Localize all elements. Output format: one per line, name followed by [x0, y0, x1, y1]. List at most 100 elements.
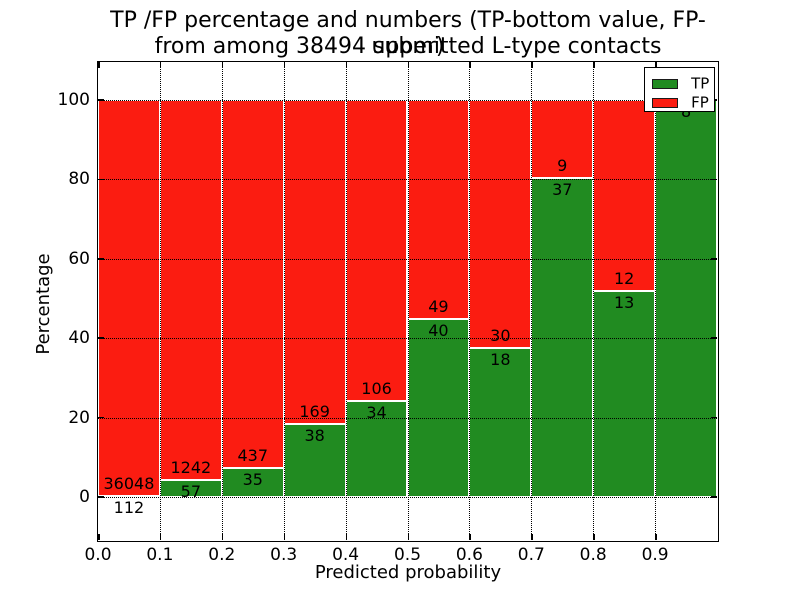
x-gridline-0.1 [159, 62, 161, 540]
x-tick-top-6 [469, 62, 471, 68]
bar-segment-fp-0.7 [531, 100, 594, 178]
tp-count-label-1: 57 [180, 481, 202, 501]
x-tick-label-0.6: 0.6 [455, 545, 483, 565]
x-tick-label-0.7: 0.7 [517, 545, 545, 565]
fp-count-label-3: 169 [299, 402, 330, 422]
y-tick-left-1 [98, 416, 104, 419]
y-tick-left-2 [98, 337, 104, 339]
y-tick-label-80: 80 [68, 169, 90, 190]
fp-count-label-8: 12 [613, 268, 635, 288]
x-gridline-0.6 [469, 62, 471, 540]
x-tick-label-0.1: 0.1 [146, 545, 174, 565]
y-tick-left-0 [98, 496, 104, 498]
y-tick-right-2 [711, 337, 717, 339]
x-tick-label-0.8: 0.8 [579, 545, 607, 565]
legend-label-fp: FP [691, 93, 709, 112]
x-gridline-0.4 [345, 62, 347, 540]
x-gridline-0.7 [531, 62, 533, 540]
y-tick-label-100: 100 [57, 90, 90, 110]
x-tick-bottom-8 [593, 534, 595, 540]
bar-segment-fp-0.0 [98, 100, 160, 496]
y-tick-label-40: 40 [68, 328, 90, 349]
legend: TP FP [644, 67, 715, 112]
legend-entry-fp: FP [652, 92, 714, 112]
x-tick-top-0 [98, 62, 100, 68]
y-gridline-0 [98, 497, 717, 498]
x-gridline-0.9 [655, 62, 657, 540]
x-tick-bottom-9 [655, 534, 657, 540]
x-tick-top-8 [593, 62, 595, 68]
fp-count-label-0: 36048 [103, 473, 155, 493]
x-tick-bottom-7 [531, 534, 533, 540]
y-tick-right-3 [711, 258, 717, 260]
y-tick-right-1 [711, 416, 717, 419]
bar-segment-fp-0.6 [469, 100, 532, 349]
x-tick-top-2 [221, 62, 224, 68]
x-tick-top-9 [655, 62, 657, 68]
tp-count-label-7: 37 [552, 179, 573, 199]
tp-count-label-2: 35 [242, 469, 263, 489]
fp-count-label-1: 1242 [170, 457, 212, 477]
chart-title-line1: TP /FP percentage and numbers (TP-bottom… [110, 8, 706, 59]
x-tick-top-5 [407, 62, 409, 68]
x-tick-bottom-2 [221, 534, 224, 540]
bar-segment-tp-0.9 [655, 100, 717, 497]
x-tick-top-4 [345, 62, 348, 68]
x-tick-bottom-1 [159, 534, 162, 540]
y-tick-right-0 [711, 496, 717, 498]
x-gridline-0.8 [593, 62, 595, 540]
fp-swatch-icon [652, 97, 678, 108]
tp-count-label-6: 18 [490, 350, 511, 370]
legend-entry-tp: TP [652, 73, 714, 93]
x-tick-label-0.9: 0.9 [641, 545, 669, 565]
bar-segment-fp-0.1 [159, 100, 222, 480]
y-tick-label-0: 0 [79, 487, 90, 507]
bar-segment-fp-0.2 [221, 100, 284, 468]
y-tick-right-4 [711, 178, 717, 181]
tp-swatch-icon [652, 78, 678, 89]
y-tick-label-20: 20 [68, 407, 90, 428]
bar-segment-tp-0.6 [469, 348, 532, 497]
y-tick-label-60: 60 [68, 248, 90, 269]
x-gridline-0.3 [283, 62, 285, 540]
x-tick-top-3 [283, 62, 286, 68]
x-tick-label-0.2: 0.2 [208, 545, 236, 565]
fp-count-label-7: 9 [557, 155, 568, 175]
x-tick-bottom-4 [345, 534, 348, 540]
x-tick-bottom-6 [469, 534, 471, 540]
tp-count-label-0: 112 [113, 497, 145, 517]
chart-title-line2: from among 38494 submitted L-type contac… [154, 34, 662, 59]
y-tick-left-5 [98, 99, 104, 101]
tp-count-label-4: 34 [366, 402, 387, 422]
x-tick-top-1 [159, 62, 162, 68]
bar-segment-tp-0.8 [593, 290, 656, 497]
x-tick-label-0.3: 0.3 [270, 545, 298, 565]
y-gridline-20 [98, 417, 717, 419]
x-tick-bottom-3 [283, 534, 286, 540]
x-tick-bottom-0 [98, 534, 100, 540]
fp-count-label-2: 437 [237, 445, 269, 465]
bar-segment-fp-0.8 [593, 100, 656, 291]
x-axis-label: Predicted probability [314, 562, 502, 583]
legend-label-tp: TP [691, 74, 710, 93]
y-gridline-80 [98, 179, 717, 181]
bar-segment-fp-0.4 [345, 100, 408, 401]
bar-segment-fp-0.3 [283, 100, 346, 425]
fp-count-label-5: 49 [428, 296, 449, 316]
x-tick-bottom-5 [407, 534, 409, 540]
fp-count-label-6: 30 [490, 326, 511, 346]
x-gridline-0.2 [221, 62, 223, 540]
y-gridline-60 [98, 258, 717, 260]
y-tick-left-4 [98, 178, 104, 181]
y-gridline-40 [98, 338, 717, 340]
tp-count-label-8: 13 [613, 292, 635, 312]
x-gridline-0.5 [407, 62, 409, 540]
y-gridline-100 [98, 100, 717, 101]
tp-count-label-3: 38 [304, 426, 325, 446]
y-axis-label: Percentage [33, 253, 54, 355]
tp-count-label-5: 40 [428, 320, 449, 340]
x-tick-label-0.4: 0.4 [332, 545, 360, 565]
y-tick-left-3 [98, 258, 104, 260]
